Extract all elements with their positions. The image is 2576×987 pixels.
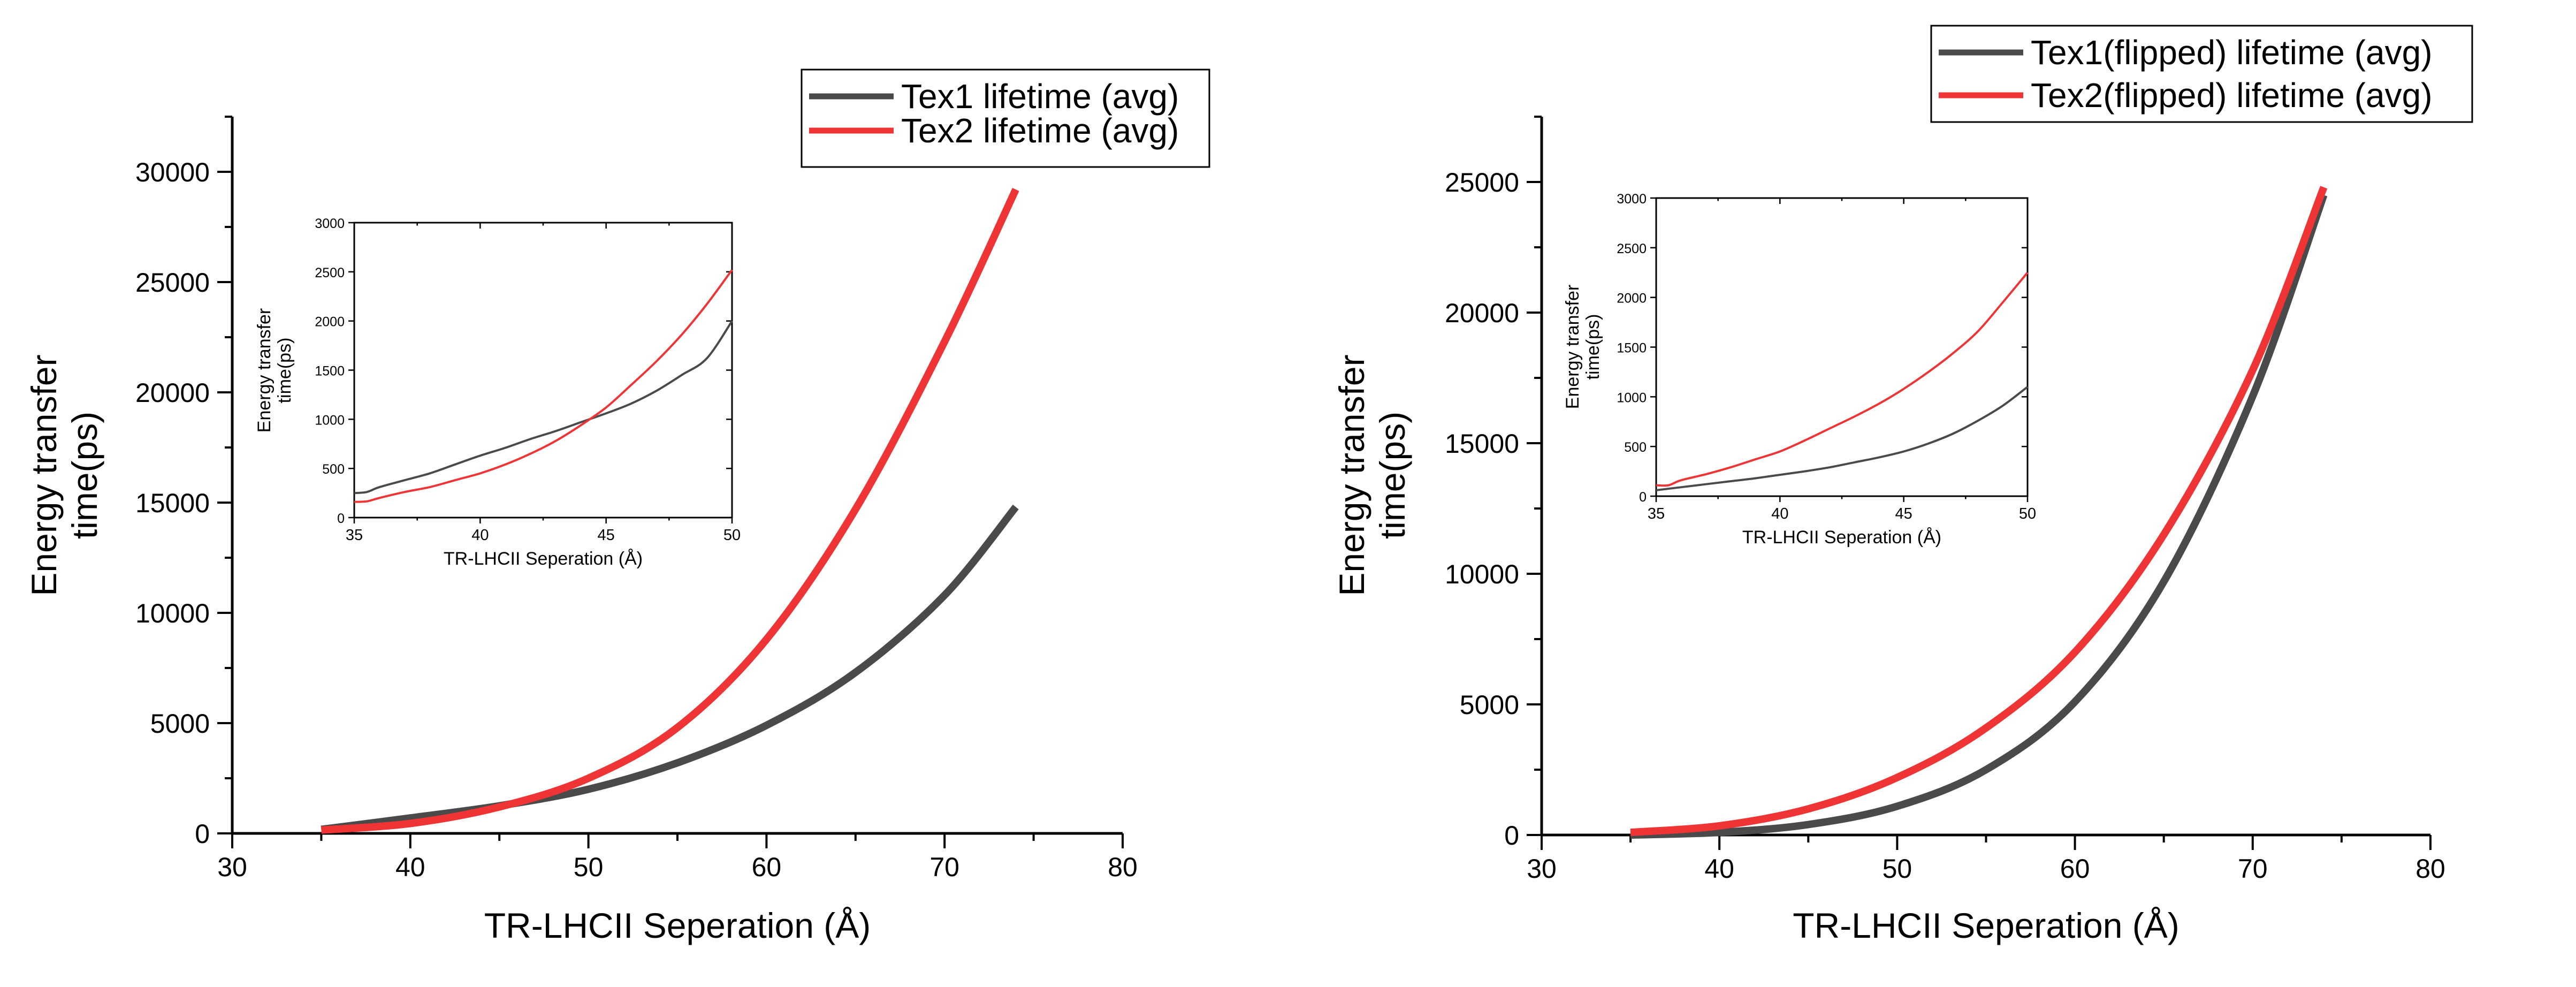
inset-chart: 0 500 1000 1500 2000 2500 3000 35 40 45 50 TR-LHCII… [254, 216, 741, 569]
y-tick-label: 5000 [150, 709, 210, 739]
x-tick-label: 50 [1883, 854, 1912, 884]
x-tick-label: 50 [574, 852, 604, 882]
legend-label-1: Tex1 lifetime (avg) [901, 77, 1179, 116]
x-axis-label: TR-LHCII Seperation (Å) [1793, 906, 2179, 945]
legend-label-1: Tex1(flipped) lifetime (avg) [2031, 33, 2433, 72]
inset-y-tick-label: 3000 [1617, 192, 1647, 207]
x-tick-label: 40 [1704, 854, 1734, 884]
inset-frame [1655, 197, 2029, 497]
inset-series-line-2 [354, 269, 733, 503]
y-axis-label-line: Energy transfer [1332, 354, 1371, 596]
inset-y-tick-label: 0 [337, 511, 345, 526]
y-tick-label: 10000 [1445, 559, 1519, 589]
inset-y-tick-label: 1500 [1617, 341, 1647, 356]
inset-y-tick-label: 2000 [315, 315, 345, 330]
y-tick-label: 0 [1504, 821, 1519, 851]
y-axis-label: Energy transfertime(ps) [1332, 354, 1412, 596]
inset-y-axis-label-line: Energy transfer [254, 308, 275, 432]
x-tick-label: 30 [1527, 854, 1557, 884]
inset-x-tick-label: 40 [471, 527, 489, 544]
inset-y-axis-label: Energy transfertime(ps) [254, 308, 295, 432]
inset-y-tick-label: 2500 [1617, 241, 1647, 256]
inset-y-tick-label: 2000 [1617, 291, 1647, 306]
inset-series-line-1 [1656, 386, 2029, 491]
inset-x-tick-label: 50 [2019, 505, 2036, 522]
inset-x-tick-label: 40 [1771, 505, 1788, 522]
x-tick-label: 80 [2415, 854, 2445, 884]
inset-x-tick-label: 35 [1648, 505, 1665, 522]
inset-y-tick-label: 2500 [315, 265, 345, 280]
y-tick-label: 0 [195, 819, 210, 849]
x-tick-label: 60 [2060, 854, 2090, 884]
y-axis-label-line: Energy transfer [24, 354, 64, 596]
inset-y-tick-label: 3000 [315, 216, 345, 231]
y-tick-label: 25000 [135, 268, 210, 298]
x-tick-label: 80 [1108, 852, 1138, 882]
y-tick-label: 20000 [135, 378, 210, 408]
legend: Tex1(flipped) lifetime (avg) Tex2(flipped… [1930, 25, 2473, 123]
inset-y-axis-label-line: Energy transfer [1563, 285, 1583, 409]
inset-x-axis-label: TR-LHCII Seperation (Å) [444, 549, 643, 569]
y-tick-label: 15000 [135, 488, 210, 518]
inset-series-line-1 [354, 320, 733, 495]
x-tick-label: 60 [752, 852, 782, 882]
inset-x-tick-label: 45 [1895, 505, 1912, 522]
legend-label-2: Tex2 lifetime (avg) [901, 111, 1179, 150]
y-axis-label: Energy transfertime(ps) [24, 354, 104, 596]
inset-y-axis-label-line: time(ps) [275, 338, 295, 404]
y-tick-label: 10000 [135, 598, 210, 628]
series-line-2 [1630, 186, 2328, 837]
inset-x-axis-label: TR-LHCII Seperation (Å) [1742, 527, 1941, 548]
inset-frame [353, 222, 733, 519]
inset-x-tick-label: 35 [346, 527, 363, 544]
y-axis-label-line: time(ps) [1373, 412, 1412, 539]
inset-x-tick-label: 45 [598, 527, 615, 544]
y-tick-label: 5000 [1460, 690, 1519, 720]
inset-y-tick-label: 1000 [315, 413, 345, 428]
y-tick-label: 15000 [1445, 429, 1519, 459]
x-axis-label: TR-LHCII Seperation (Å) [484, 906, 871, 945]
inset-chart: 0 500 1000 1500 2000 2500 3000 35 40 45 50 TR-LHCII… [1563, 192, 2036, 548]
inset-x-tick-label: 50 [723, 527, 741, 544]
series-line-2 [321, 188, 1019, 834]
inset-y-axis-label-line: time(ps) [1583, 314, 1603, 380]
series-line-1 [321, 504, 1019, 833]
legend-box [1930, 25, 2473, 123]
inset-y-tick-label: 1500 [315, 364, 345, 379]
y-tick-label: 25000 [1445, 168, 1519, 198]
inset-y-tick-label: 500 [322, 462, 345, 477]
legend: Tex1 lifetime (avg)Tex2 lifetime (avg) [801, 69, 1210, 168]
inset-y-tick-label: 500 [1624, 440, 1647, 455]
legend-box [801, 69, 1210, 168]
x-tick-label: 40 [395, 852, 425, 882]
inset-y-axis-label: Energy transfertime(ps) [1563, 285, 1603, 409]
x-tick-label: 70 [929, 852, 959, 882]
y-tick-label: 20000 [1445, 298, 1519, 328]
x-tick-label: 30 [217, 852, 247, 882]
y-tick-label: 30000 [135, 157, 210, 187]
x-tick-label: 70 [2238, 854, 2268, 884]
series-line-1 [1630, 194, 2328, 839]
y-axis-label-line: time(ps) [65, 412, 104, 539]
inset-series-line-2 [1656, 272, 2029, 487]
legend-label-2: Tex2(flipped) lifetime (avg) [2031, 76, 2433, 115]
inset-y-tick-label: 0 [1639, 490, 1647, 505]
inset-y-tick-label: 1000 [1617, 390, 1647, 405]
